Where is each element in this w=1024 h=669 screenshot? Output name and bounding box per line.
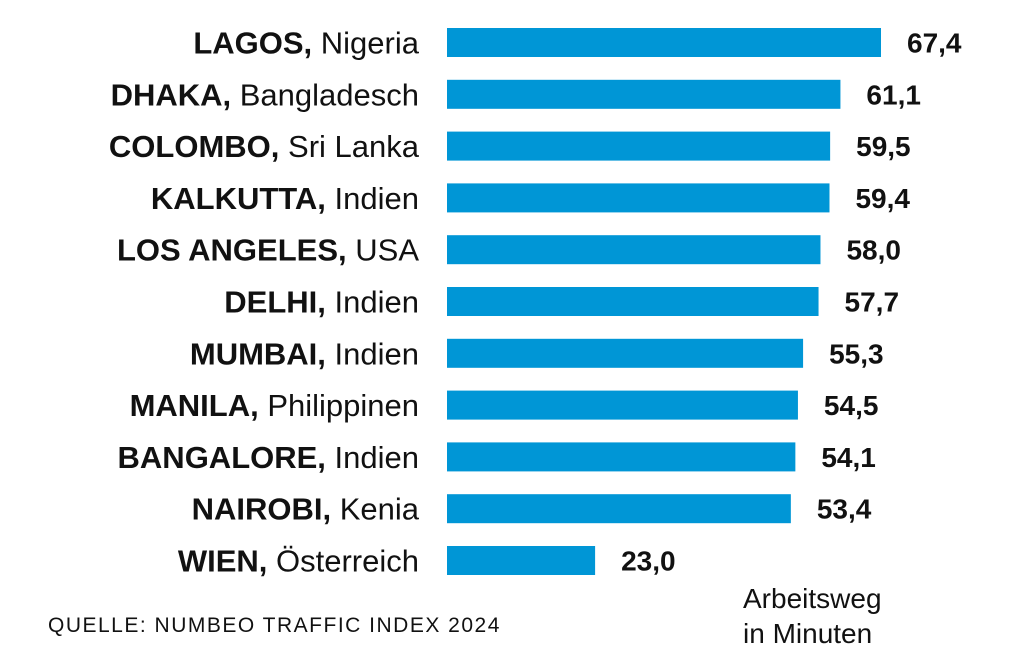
bar (447, 546, 596, 575)
country-name: Österreich (276, 544, 419, 579)
country-name: USA (355, 233, 419, 268)
source-note: QUELLE: NUMBEO TRAFFIC INDEX 2024 (48, 614, 501, 637)
country-name: Nigeria (321, 26, 420, 61)
value-label: 67,4 (907, 28, 962, 59)
category-label: DELHI, Indien (224, 285, 419, 320)
bar (447, 28, 881, 57)
bar (447, 131, 831, 161)
city-name: COLOMBO, (109, 129, 288, 164)
city-name: MANILA, (130, 388, 268, 423)
value-label: 59,4 (855, 183, 910, 214)
country-name: Indien (335, 181, 419, 216)
category-label: BANGALORE, Indien (118, 440, 419, 475)
country-name: Bangladesch (240, 77, 419, 112)
category-label: KALKUTTA, Indien (151, 181, 419, 216)
category-label: LOS ANGELES, USA (117, 233, 419, 268)
bar (447, 183, 830, 213)
unit-label: Arbeitsweg in Minuten (743, 581, 882, 651)
bar (447, 79, 841, 109)
category-label: NAIROBI, Kenia (192, 492, 420, 527)
value-label: 61,1 (866, 79, 921, 110)
category-label: COLOMBO, Sri Lanka (109, 129, 420, 164)
bar (447, 287, 819, 316)
country-name: Kenia (340, 492, 420, 527)
value-label: 23,0 (621, 546, 676, 577)
country-name: Sri Lanka (288, 129, 420, 164)
city-name: LOS ANGELES, (117, 233, 355, 268)
country-name: Philippinen (267, 388, 419, 423)
value-label: 54,5 (824, 390, 879, 421)
value-label: 53,4 (817, 494, 872, 525)
value-label: 55,3 (829, 338, 884, 369)
city-name: BANGALORE, (118, 440, 335, 475)
city-name: MUMBAI, (190, 336, 335, 371)
value-label: 59,5 (856, 131, 911, 162)
bar (447, 338, 804, 368)
unit-label-line1: Arbeitsweg (743, 583, 882, 614)
value-label: 57,7 (845, 287, 900, 318)
bar (447, 494, 791, 524)
category-label: MUMBAI, Indien (190, 336, 419, 371)
value-label: 54,1 (821, 442, 876, 473)
country-name: Indien (335, 285, 419, 320)
country-name: Indien (335, 440, 419, 475)
value-label: 58,0 (846, 235, 901, 266)
category-label: WIEN, Österreich (178, 544, 419, 579)
city-name: WIEN, (178, 544, 276, 579)
city-name: DELHI, (224, 285, 334, 320)
city-name: NAIROBI, (192, 492, 340, 527)
category-label: MANILA, Philippinen (130, 388, 419, 423)
bar (447, 235, 821, 265)
city-name: DHAKA, (111, 77, 240, 112)
city-name: KALKUTTA, (151, 181, 335, 216)
bar (447, 442, 796, 472)
unit-label-line2: in Minuten (743, 618, 873, 649)
bar (447, 390, 798, 420)
city-name: LAGOS, (193, 26, 320, 61)
category-label: DHAKA, Bangladesch (111, 77, 419, 112)
country-name: Indien (335, 336, 419, 371)
category-label: LAGOS, Nigeria (193, 26, 419, 61)
